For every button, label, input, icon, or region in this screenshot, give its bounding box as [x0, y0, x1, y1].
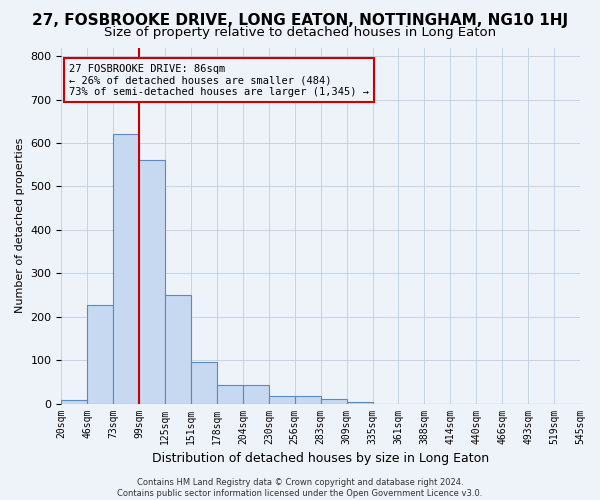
Bar [269, 396, 295, 404]
Bar [295, 396, 321, 404]
Bar [243, 386, 269, 404]
Bar [217, 386, 243, 404]
X-axis label: Distribution of detached houses by size in Long Eaton: Distribution of detached houses by size … [152, 452, 489, 465]
Bar [61, 400, 88, 404]
Bar [113, 134, 139, 404]
Y-axis label: Number of detached properties: Number of detached properties [15, 138, 25, 313]
Bar [191, 362, 217, 404]
Text: Contains HM Land Registry data © Crown copyright and database right 2024.
Contai: Contains HM Land Registry data © Crown c… [118, 478, 482, 498]
Bar [347, 402, 373, 404]
Bar [139, 160, 165, 404]
Bar [165, 295, 191, 404]
Bar [88, 304, 113, 404]
Text: 27, FOSBROOKE DRIVE, LONG EATON, NOTTINGHAM, NG10 1HJ: 27, FOSBROOKE DRIVE, LONG EATON, NOTTING… [32, 12, 568, 28]
Text: 27 FOSBROOKE DRIVE: 86sqm
← 26% of detached houses are smaller (484)
73% of semi: 27 FOSBROOKE DRIVE: 86sqm ← 26% of detac… [69, 64, 369, 96]
Bar [321, 399, 347, 404]
Text: Size of property relative to detached houses in Long Eaton: Size of property relative to detached ho… [104, 26, 496, 39]
